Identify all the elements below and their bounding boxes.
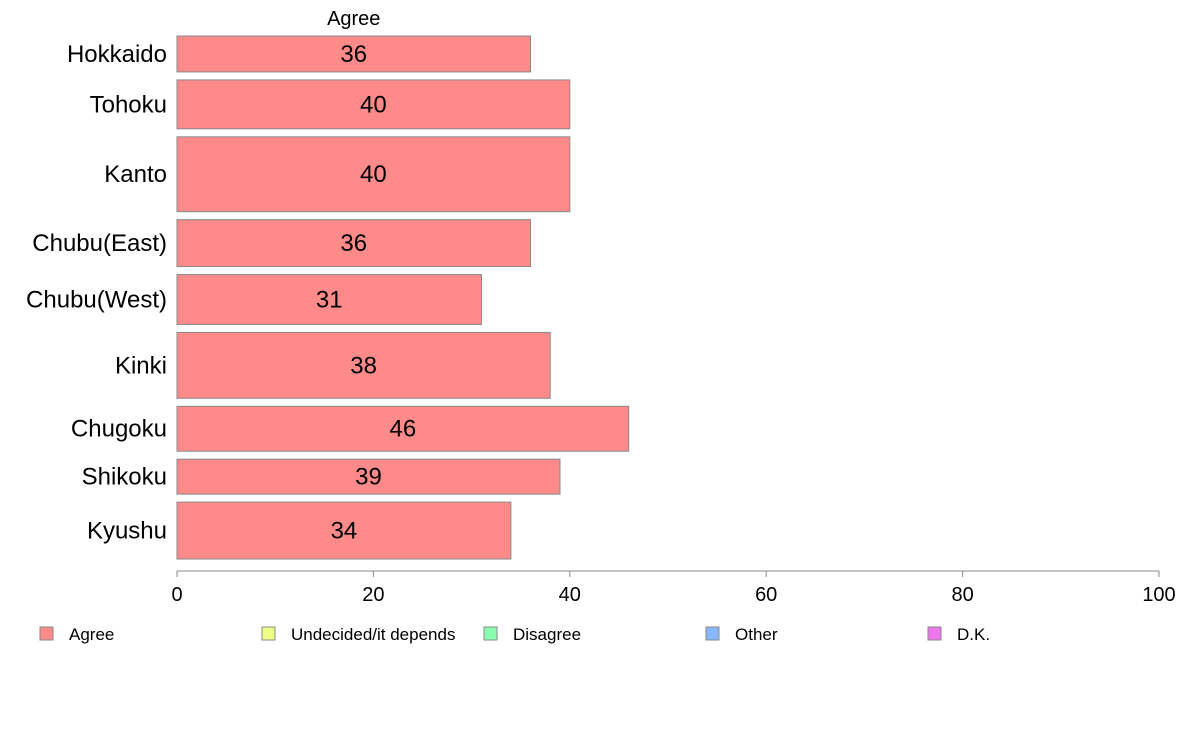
bar-kinki — [176, 331, 551, 399]
x-tick-label: 80 — [951, 584, 973, 606]
bar-shikoku — [176, 458, 561, 495]
data-label: 34 — [331, 518, 358, 545]
legend-swatch — [927, 626, 942, 641]
bar-chugoku — [176, 405, 630, 452]
category-label: Kinki — [115, 352, 167, 379]
x-tick-label: 0 — [171, 584, 182, 606]
legend: Agree Undecided/it depends Disagree Other D.… — [39, 625, 990, 644]
bar-tohoku — [176, 79, 571, 130]
data-label: 39 — [355, 464, 382, 491]
legend-label: D.K. — [957, 625, 990, 644]
data-label: 46 — [390, 416, 417, 443]
bar-chubu-west- — [176, 274, 482, 325]
legend-label: Undecided/it depends — [291, 625, 455, 644]
bar-kyushu — [176, 501, 512, 560]
x-tick-label: 40 — [559, 584, 581, 606]
data-label: 36 — [340, 230, 367, 257]
legend-swatch — [705, 626, 720, 641]
category-label: Hokkaido — [67, 41, 167, 68]
category-label: Shikoku — [82, 464, 167, 491]
legend-swatch — [39, 626, 54, 641]
legend-swatch — [483, 626, 498, 641]
category-label: Chubu(East) — [32, 230, 167, 257]
category-label: Tohoku — [90, 91, 167, 118]
bar-chubu-east- — [176, 219, 532, 268]
data-label: 40 — [360, 161, 387, 188]
legend-swatch — [261, 626, 276, 641]
bars-layer: Hokkaido 36 Tohoku 40 Kanto 40 Chubu(East) 36 Ch… — [26, 35, 630, 560]
legend-label: Other — [735, 625, 778, 644]
data-label: 38 — [350, 352, 377, 379]
category-label: Chugoku — [71, 416, 167, 443]
bar-kanto — [176, 136, 571, 213]
x-axis: 0 20 40 60 80 100 — [171, 570, 1176, 606]
data-label: 36 — [340, 41, 367, 68]
column-title: Agree — [327, 8, 380, 30]
x-tick-label: 20 — [362, 584, 384, 606]
category-label: Kyushu — [87, 518, 167, 545]
x-tick-label: 100 — [1142, 584, 1175, 606]
category-label: Kanto — [104, 161, 167, 188]
legend-label: Agree — [69, 625, 114, 644]
data-label: 40 — [360, 91, 387, 118]
category-label: Chubu(West) — [26, 286, 167, 313]
legend-label: Disagree — [513, 625, 581, 644]
data-label: 31 — [316, 286, 343, 313]
bar-hokkaido — [176, 35, 532, 73]
x-tick-label: 60 — [755, 584, 777, 606]
